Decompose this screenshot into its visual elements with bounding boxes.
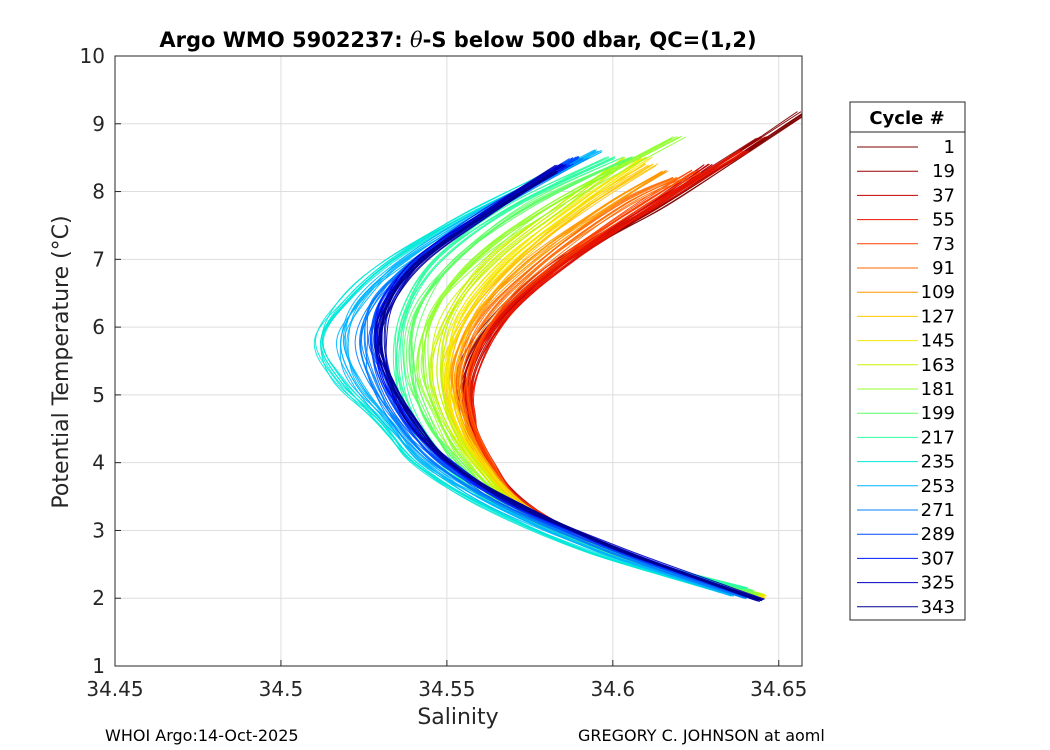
x-ticks: 34.45 34.5 34.55 34.6 34.65 [86, 660, 807, 701]
legend-label: 217 [921, 427, 955, 448]
legend-label: 199 [921, 403, 955, 424]
y-tick-label: 6 [92, 315, 105, 339]
x-axis-label: Salinity [417, 705, 498, 730]
legend-label: 145 [921, 331, 955, 352]
y-tick-label: 3 [92, 518, 105, 542]
legend-label: 91 [932, 258, 955, 279]
legend-box [849, 101, 966, 621]
legend-label: 73 [932, 234, 955, 255]
series-line-main [340, 150, 733, 596]
plot-frame [114, 55, 803, 667]
legend-label: 271 [921, 500, 955, 521]
y-tick-label: 10 [80, 44, 105, 68]
series-line [339, 149, 732, 597]
legend-label: 163 [921, 355, 955, 376]
y-tick-label: 9 [92, 112, 105, 136]
y-axis-label: Potential Temperature (°C) [49, 215, 74, 508]
y-tick-label: 4 [92, 451, 105, 475]
footer-right: GREGORY C. JOHNSON at aoml [578, 726, 825, 745]
legend-label: 55 [932, 210, 955, 231]
series-line [314, 155, 723, 593]
y-tick-label: 7 [92, 247, 105, 271]
series-235 [313, 155, 725, 594]
legend-label: 343 [921, 597, 955, 618]
legend-label: 37 [932, 185, 955, 206]
y-tick-label: 8 [92, 180, 105, 204]
series-layer [313, 111, 802, 603]
series-line-main [320, 157, 723, 592]
legend-label: 109 [921, 282, 955, 303]
legend-label: 181 [921, 379, 955, 400]
footer-left: WHOI Argo:14-Oct-2025 [105, 726, 299, 745]
x-tick-label: 34.65 [750, 677, 807, 701]
x-tick-label: 34.55 [418, 677, 475, 701]
series-line [378, 170, 761, 601]
series-line [322, 156, 725, 591]
legend-label: 235 [921, 452, 955, 473]
x-tick-label: 34.6 [591, 677, 636, 701]
series-343 [373, 169, 762, 603]
y-tick-label: 2 [92, 586, 105, 610]
x-tick-label: 34.5 [259, 677, 304, 701]
series-line [344, 150, 732, 596]
chart-title: Argo WMO 5902237: θ-S below 500 dbar, QC… [159, 28, 756, 52]
legend-label: 1 [944, 137, 955, 158]
legend-title: Cycle # [869, 108, 944, 129]
y-tick-label: 1 [92, 654, 105, 678]
y-ticks: 1 2 3 4 5 6 7 8 9 10 [80, 44, 121, 678]
legend-label: 253 [921, 476, 955, 497]
legend-label: 307 [921, 548, 955, 569]
x-tick-label: 34.45 [86, 677, 143, 701]
legend: Cycle # 1 19 37 55 73 91 109 127 145 163 181 199 217… [849, 101, 966, 621]
legend-label: 289 [921, 524, 955, 545]
y-tick-label: 5 [92, 383, 105, 407]
legend-label: 127 [921, 306, 955, 327]
legend-label: 325 [921, 573, 955, 594]
series-line-main [379, 170, 761, 601]
legend-label: 19 [932, 161, 955, 182]
